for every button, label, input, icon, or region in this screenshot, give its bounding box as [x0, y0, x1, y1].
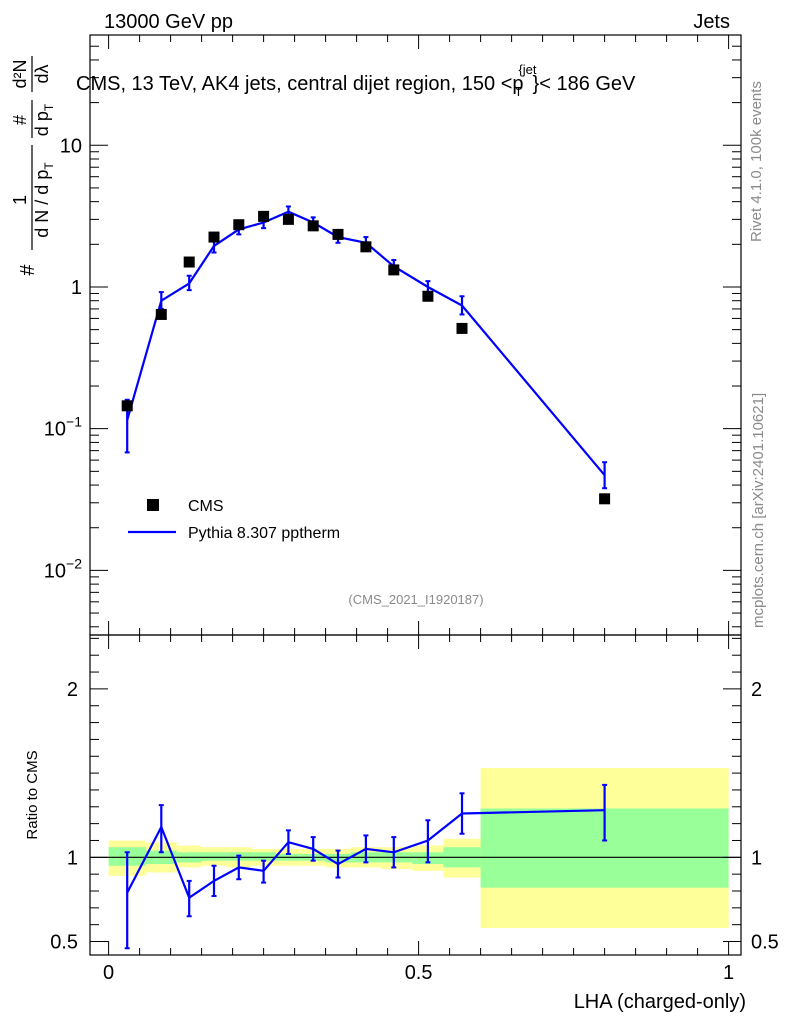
- ylabel-frac1-num: 1: [10, 195, 30, 205]
- cms-data-point: [422, 290, 434, 302]
- ratio-y-tick-label-left: 1: [67, 847, 78, 869]
- side-mcplots-label: mcplots.cern.ch [arXiv:2401.10621]: [750, 393, 767, 628]
- ratio-plot-frame: [89, 634, 742, 956]
- x-tick-label: 0: [103, 962, 114, 984]
- ylabel-frac3-den: dλ: [32, 64, 52, 83]
- ratio-pythia-line: [126, 809, 605, 900]
- cms-data-point: [332, 228, 344, 240]
- x-tick-label: 0.5: [405, 962, 433, 984]
- cms-data-point: [258, 210, 270, 222]
- ratio-y-tick-label-left: 2: [67, 679, 78, 701]
- x-tick-label: 1: [723, 962, 734, 984]
- cms-uncertainty-band-inner: [201, 852, 227, 861]
- header-right: Jets: [693, 11, 730, 33]
- main-y-tick-label: 10−1: [44, 414, 82, 441]
- cms-data-point: [456, 322, 468, 334]
- cms-data-point: [233, 219, 245, 231]
- ratio-y-axis-label: Ratio to CMS: [24, 750, 41, 839]
- main-y-tick-label: 10: [60, 135, 82, 157]
- legend-pythia-label: Pythia 8.307 pptherm: [188, 525, 340, 542]
- ylabel-frac2-num: #: [10, 115, 30, 125]
- x-axis-label: LHA (charged-only): [574, 991, 746, 1013]
- ratio-y-tick-label-right: 2: [751, 679, 762, 701]
- plot-title: CMS, 13 TeV, AK4 jets, central dijet reg…: [76, 62, 636, 99]
- main-plot-panel: 10−2 10−1 1 10 CMS, 13 TeV, AK4 jets, centr…: [44, 34, 742, 636]
- ylabel-frac2-den: d pT: [32, 103, 56, 136]
- ratio-y-tick-label-right: 1: [751, 847, 762, 869]
- cms-data-point: [282, 213, 294, 225]
- ratio-y-tick-label-left: 0.5: [50, 932, 78, 954]
- cms-data-point: [183, 256, 195, 268]
- ylabel-frac3-num: d²N: [10, 59, 30, 88]
- analysis-id: (CMS_2021_I1920187): [348, 592, 483, 607]
- cms-data-point: [121, 400, 133, 412]
- cms-data-point: [208, 231, 220, 243]
- cms-data-point: [155, 308, 167, 320]
- header-left: 13000 GeV pp: [104, 11, 233, 33]
- legend-cms-marker: [147, 499, 159, 511]
- pythia-line: [126, 210, 606, 476]
- ratio-y-tick-label-right: 0.5: [751, 932, 779, 954]
- ylabel-hash: #: [17, 264, 39, 276]
- cms-data-point: [360, 241, 372, 253]
- main-y-tick-label: 1: [71, 277, 82, 299]
- cms-uncertainty-band-inner: [251, 852, 276, 861]
- legend-cms-label: CMS: [188, 498, 224, 515]
- main-plot-frame: [89, 34, 742, 636]
- main-y-axis-label: # 1 d N / d pT # d pT d²N dλ: [10, 56, 56, 276]
- main-y-tick-label: 10−2: [44, 555, 82, 582]
- cms-data-point: [388, 264, 400, 276]
- ratio-plot-panel: 0.5 0.5 1 1 2 2 0 0.5 1: [50, 634, 779, 984]
- cms-data-point: [599, 493, 611, 505]
- side-rivet-label: Rivet 4.1.0, 100k events: [748, 81, 765, 242]
- ylabel-frac1-den: d N / d pT: [32, 162, 56, 238]
- cms-data-point: [307, 220, 319, 232]
